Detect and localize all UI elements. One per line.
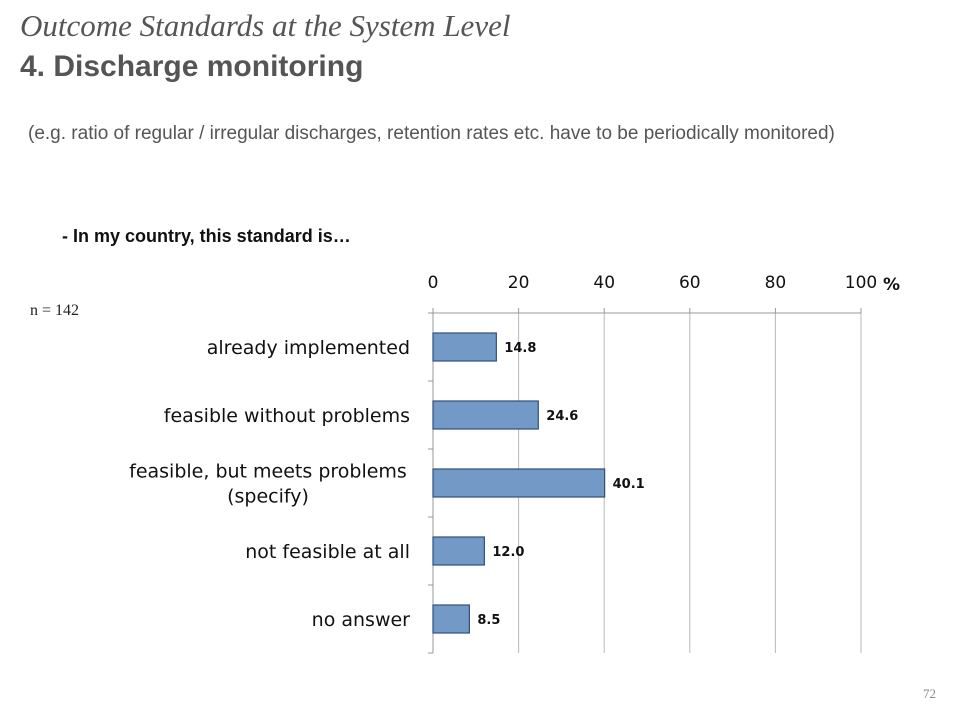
slide-title: 4. Discharge monitoring [20, 50, 364, 83]
bar [432, 468, 606, 498]
data-label: 8.5 [477, 613, 500, 628]
category-label: not feasible at all [245, 541, 410, 563]
slide-note: (e.g. ratio of regular / irregular disch… [28, 123, 835, 144]
category-label: feasible, but meets problems [129, 461, 407, 483]
labels: 0 20 40 60 80 100 % 14.8 already implemented 24.6… [129, 273, 900, 631]
x-tick-label: 0 [428, 273, 439, 293]
bar [432, 604, 470, 634]
page-number: 72 [923, 686, 936, 701]
data-label: 14.8 [504, 341, 536, 356]
x-unit-label: % [883, 275, 900, 295]
sample-size: n = 142 [30, 302, 80, 319]
data-label: 24.6 [546, 409, 578, 424]
category-label: feasible without problems [164, 405, 410, 427]
bar [432, 536, 485, 566]
slide-title-italic: Outcome Standards at the System Level [20, 8, 511, 43]
category-label: no answer [312, 609, 411, 631]
x-tick-label: 80 [765, 273, 787, 293]
x-tick-label: 20 [508, 273, 530, 293]
bars [432, 332, 606, 634]
bar [432, 400, 539, 430]
category-label: already implemented [207, 337, 410, 359]
data-label: 40.1 [613, 477, 645, 492]
survey-question: - In my country, this standard is… [62, 226, 351, 246]
x-tick-label: 100 [845, 273, 877, 293]
x-tick-label: 40 [593, 273, 615, 293]
data-label: 12.0 [492, 545, 524, 560]
x-tick-label: 60 [679, 273, 701, 293]
bar [432, 332, 497, 362]
category-label: (specify) [227, 486, 309, 508]
